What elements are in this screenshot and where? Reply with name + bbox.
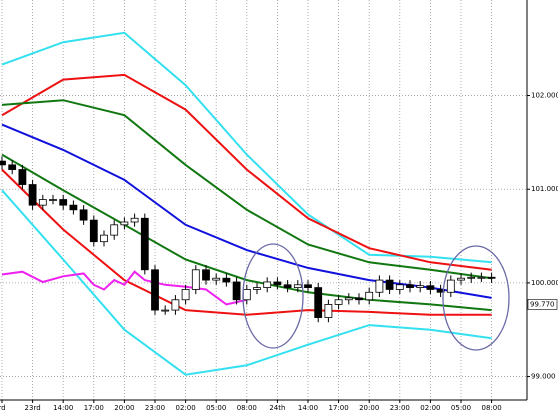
- candle-body: [416, 285, 425, 288]
- band-line: [1, 31, 492, 264]
- x-tick-label: 02:00: [176, 404, 196, 412]
- candle-body: [477, 276, 486, 279]
- candle-body: [365, 291, 374, 301]
- candle-body: [232, 281, 241, 301]
- candle-body: [406, 284, 414, 288]
- y-tick-label: 100.000: [531, 279, 558, 287]
- candle-body: [38, 199, 47, 206]
- candle-body: [161, 309, 170, 312]
- candle-body: [191, 269, 200, 290]
- candle-body: [212, 277, 221, 281]
- candle-body: [120, 221, 129, 226]
- x-tick-label: 23:00: [145, 404, 165, 412]
- x-tick-label: 14:00: [53, 404, 73, 412]
- x-tick-label: 20:00: [114, 404, 134, 412]
- x-tick-label: 17:00: [84, 404, 104, 412]
- x-tick-label: 17:00: [329, 404, 349, 412]
- x-tick-label: 14:00: [298, 404, 318, 412]
- candle-body: [89, 219, 98, 243]
- last-price-label: 99.770: [530, 300, 555, 308]
- band-line: [1, 99, 492, 280]
- x-tick-label: 23rd: [25, 404, 41, 412]
- x-tick-label: 08:00: [482, 404, 502, 412]
- candle-body: [344, 297, 353, 301]
- band-line: [1, 168, 492, 316]
- candle-body: [49, 199, 57, 201]
- y-tick-label: 99.000: [531, 373, 556, 381]
- candle-body: [395, 284, 404, 290]
- x-tick-label: rd: [0, 404, 6, 412]
- candle-body: [304, 284, 312, 288]
- candle-body: [467, 276, 476, 279]
- candle-body: [100, 234, 108, 243]
- candle-body: [222, 277, 231, 283]
- candle-body: [242, 289, 251, 301]
- candle-body: [334, 299, 343, 305]
- candle-body: [151, 269, 159, 311]
- candle-body: [110, 224, 119, 236]
- candle-body: [314, 287, 323, 318]
- highlight-ellipse: [242, 243, 304, 349]
- highlight-ellipse: [442, 245, 510, 351]
- band-line: [1, 153, 492, 312]
- candle-body: [283, 284, 292, 288]
- candle-body: [253, 287, 261, 290]
- candle-body: [18, 169, 27, 185]
- candle-body: [202, 269, 210, 281]
- band-line: [1, 189, 492, 376]
- candle-body: [436, 289, 445, 293]
- candle-body: [79, 209, 88, 221]
- candle-body: [0, 160, 6, 166]
- candle-body: [385, 279, 394, 290]
- candle-body: [263, 281, 272, 288]
- x-tick-label: 02:00: [420, 404, 440, 412]
- plot: [0, 31, 496, 376]
- x-tick-label: 24th: [269, 404, 285, 412]
- last-price-box: [527, 299, 558, 310]
- candle-body: [171, 299, 180, 311]
- candle-body: [487, 276, 496, 279]
- candle-body: [457, 277, 465, 281]
- candle-body: [355, 297, 363, 301]
- candle-body: [375, 279, 384, 293]
- candle-body: [324, 304, 333, 318]
- candle-body: [273, 281, 282, 286]
- y-tick-label: 102.000: [531, 92, 558, 100]
- candle-body: [181, 289, 190, 301]
- candle-body: [293, 284, 302, 288]
- y-tick-label: 101.000: [531, 185, 558, 193]
- axes: 99.000 100.000 101.000 102.000 rd 23rd 14:00 17…: [0, 92, 558, 412]
- candle-body: [426, 285, 435, 290]
- x-tick-label: 20:00: [359, 404, 379, 412]
- x-tick-label: 05:00: [451, 404, 471, 412]
- candle-body: [59, 199, 68, 206]
- candle-body: [8, 164, 17, 170]
- candle-body: [69, 204, 78, 211]
- x-tick-label: 23:00: [390, 404, 410, 412]
- candle-body: [140, 217, 149, 271]
- candle-body: [130, 217, 139, 223]
- candle-body: [28, 184, 37, 206]
- x-tick-label: 05:00: [206, 404, 226, 412]
- candle-body: [446, 279, 455, 293]
- band-line: [1, 73, 492, 271]
- x-tick-label: 08:00: [237, 404, 257, 412]
- grid: [0, 0, 527, 400]
